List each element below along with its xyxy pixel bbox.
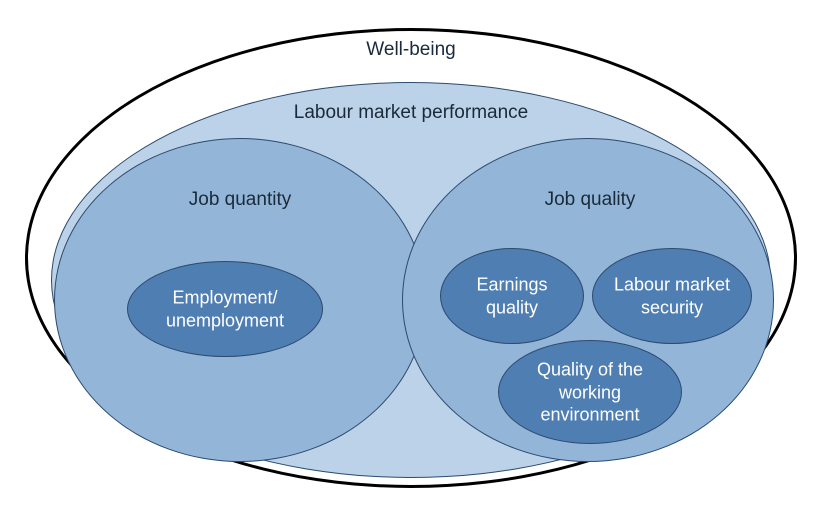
label-wellbeing: Well-being: [366, 38, 455, 62]
label-quality-working-environment: Quality of the working environment: [537, 358, 643, 426]
diagram-stage: Well-being Labour market performance Job…: [0, 0, 821, 506]
label-earnings-quality: Earnings quality: [476, 274, 547, 319]
label-employment-unemployment: Employment/ unemployment: [166, 287, 284, 332]
label-job-quality: Job quality: [545, 188, 636, 212]
label-job-quantity: Job quantity: [189, 188, 291, 212]
label-labour-market-performance: Labour market performance: [294, 101, 528, 125]
label-labour-market-security: Labour market security: [614, 274, 730, 319]
